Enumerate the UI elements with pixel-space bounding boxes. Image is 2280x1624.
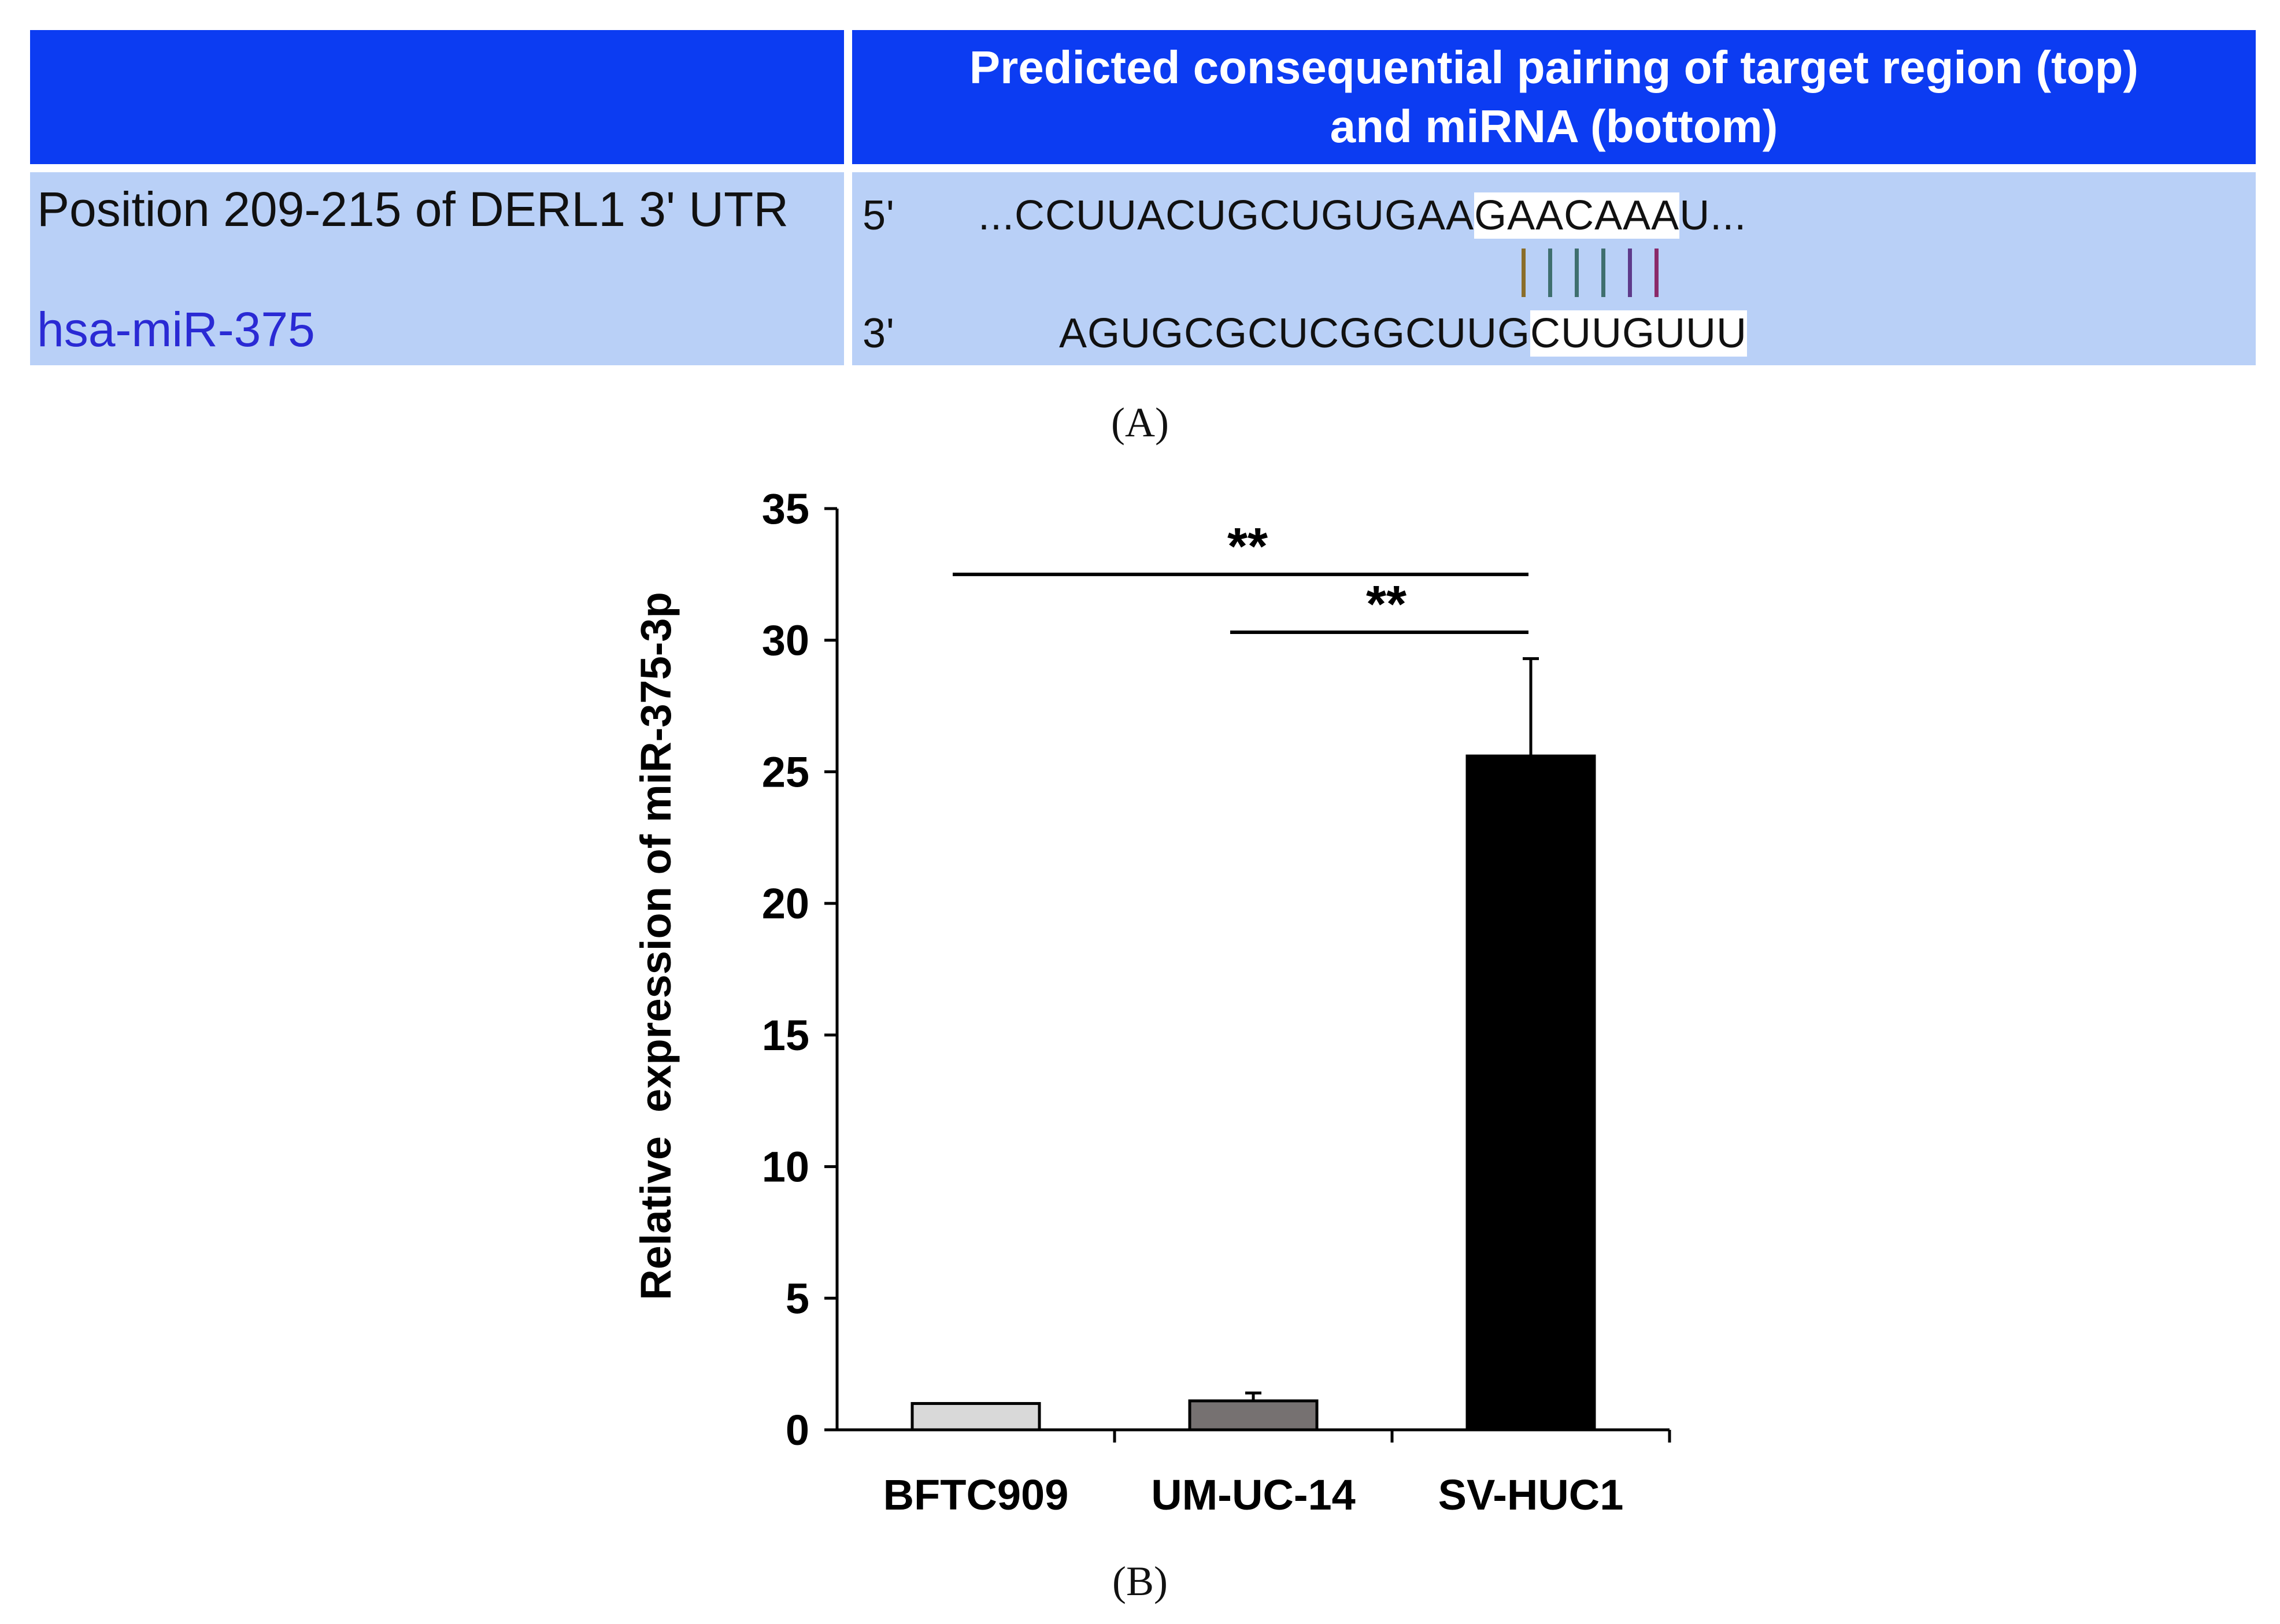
panel-a-label: (A) [1111, 399, 1169, 446]
y-tick-label: 5 [786, 1274, 809, 1322]
bar [1465, 754, 1596, 1432]
y-tick-label: 30 [762, 617, 809, 665]
label-cell [30, 172, 844, 365]
header-blank-cell [30, 30, 844, 164]
bar [1188, 1399, 1319, 1432]
bar [910, 1401, 1041, 1432]
five-prime-marker: 5' [863, 192, 895, 239]
mirna-sequence: AGUGCGCUCGGCUUGCUUGUUU [1059, 310, 1747, 357]
pair-line [1601, 249, 1605, 297]
y-tick-label: 15 [762, 1011, 809, 1059]
pair-line [1655, 249, 1659, 297]
bar-chart: 0 5 10 15 20 25 30 35 BFTC909 UM-UC-14 SV-HUC1 ** **… [632, 485, 1671, 1519]
pairing-table: Predicted consequential pairing of targe… [30, 30, 2256, 365]
significance-label: ** [1227, 518, 1268, 576]
target-seq-prefix: ...CCUUACUGCUGUGAA [978, 192, 1475, 239]
y-tick-label: 0 [786, 1406, 809, 1454]
pairing-header: Predicted consequential pairing of targe… [852, 30, 2256, 164]
x-category-label: UM-UC-14 [1151, 1471, 1356, 1519]
panel-b-label: (B) [1112, 1558, 1168, 1604]
y-axis-label: Relative expression of miR-375-3p [632, 592, 680, 1300]
target-sequence: ...CCUUACUGCUGUGAAGAACAAAU... [978, 192, 1746, 239]
pair-line [1575, 249, 1579, 297]
pairing-header-line2: and miRNA (bottom) [1330, 101, 1778, 152]
x-category-label: SV-HUC1 [1438, 1471, 1624, 1519]
pair-line [1628, 249, 1632, 297]
mirna-seed-region: CUUGUUU [1530, 310, 1747, 357]
y-tick-label: 10 [762, 1143, 809, 1191]
y-tick-label: 35 [762, 485, 809, 533]
significance-label: ** [1366, 576, 1407, 633]
pair-line [1522, 249, 1526, 297]
target-seed-site: GAACAAA [1474, 192, 1680, 239]
base-pairing-marks [1510, 249, 1683, 312]
pairing-header-line1: Predicted consequential pairing of targe… [969, 42, 2139, 93]
y-tick-label: 25 [762, 748, 809, 796]
three-prime-marker: 3' [863, 310, 895, 357]
target-region-label: Position 209-215 of DERL1 3' UTR [37, 182, 789, 236]
target-seq-suffix: U... [1679, 192, 1747, 239]
mirna-link[interactable]: hsa-miR-375 [37, 302, 315, 357]
pair-line [1548, 249, 1552, 297]
mirna-seq-prefix: AGUGCGCUCGGCUUG [1059, 310, 1531, 357]
y-tick-label: 20 [762, 880, 809, 928]
x-category-label: BFTC909 [883, 1471, 1069, 1519]
